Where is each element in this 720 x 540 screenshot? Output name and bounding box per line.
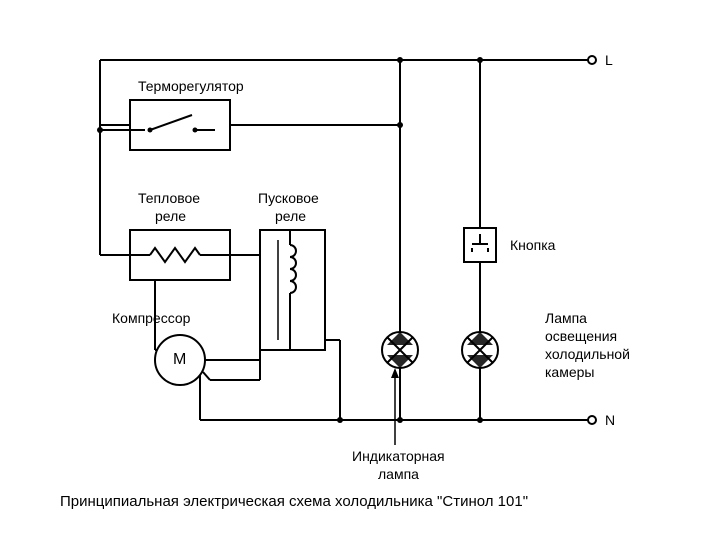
terminal-N-label: N [605,412,615,428]
indicator-label-2: лампа [378,466,419,482]
thermal-relay-label-1: Тепловое [138,190,200,206]
terminal-L-label: L [605,52,613,68]
thermal-relay-label-2: реле [155,208,186,224]
start-relay-label-1: Пусковое [258,190,319,206]
diagram-caption: Принципиальная электрическая схема холод… [60,493,528,510]
compressor-label: Компрессор [112,310,190,326]
lamp-label-3: холодильной [545,346,630,362]
lamp-label-2: освещения [545,328,617,344]
circuit-diagram: Терморегулятор Тепловое реле Пусковое ре… [0,0,720,540]
lamp-label-4: камеры [545,364,594,380]
start-relay-label-2: реле [275,208,306,224]
thermoregulator-label: Терморегулятор [138,78,244,94]
indicator-label-1: Индикаторная [352,448,445,464]
motor-M-label: M [173,351,186,369]
button-label: Кнопка [510,237,555,253]
lamp-label-1: Лампа [545,310,587,326]
